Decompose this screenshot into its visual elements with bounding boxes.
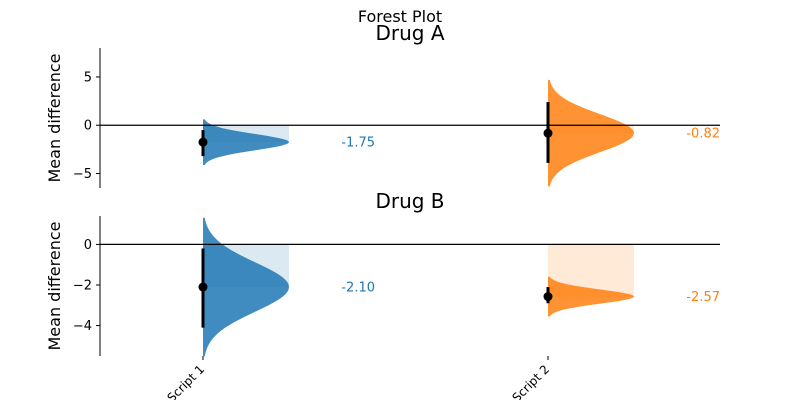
density-curve [548, 276, 634, 317]
value-label: -2.10 [341, 281, 375, 296]
y-axis-label: Mean difference [45, 222, 64, 351]
value-label: -2.57 [686, 290, 720, 305]
x-tick-label: Script 1 [165, 362, 208, 400]
mean-point [198, 137, 208, 147]
value-label: -0.82 [686, 127, 720, 142]
density-curve [548, 79, 634, 187]
x-tick-label: Script 2 [510, 362, 553, 400]
y-tick-label: 0 [84, 119, 92, 134]
density-curve [203, 217, 289, 357]
y-tick-label: −2 [73, 278, 92, 293]
y-axis-label: Mean difference [45, 54, 64, 183]
mean-point [543, 292, 553, 302]
panel-title-drug-b: Drug B [375, 189, 444, 213]
y-tick-label: −4 [73, 319, 92, 334]
y-tick-label: −5 [73, 167, 92, 182]
panel-drug-b: Drug B 0 −2 −4 Mean difference -2.10 -2.57 Scr… [45, 189, 720, 400]
density-curve [203, 119, 289, 165]
panel-drug-a: Drug A 5 0 −5 Mean difference -1.75 -0.82 [45, 21, 720, 188]
y-tick-label: 5 [84, 70, 92, 85]
y-tick-label: 0 [84, 238, 92, 253]
mean-point [543, 128, 553, 138]
difference-shade [548, 244, 634, 297]
panel-title-drug-a: Drug A [375, 21, 444, 45]
value-label: -1.75 [341, 136, 375, 151]
mean-point [198, 282, 208, 292]
figure-title: Forest Plot [358, 7, 442, 26]
